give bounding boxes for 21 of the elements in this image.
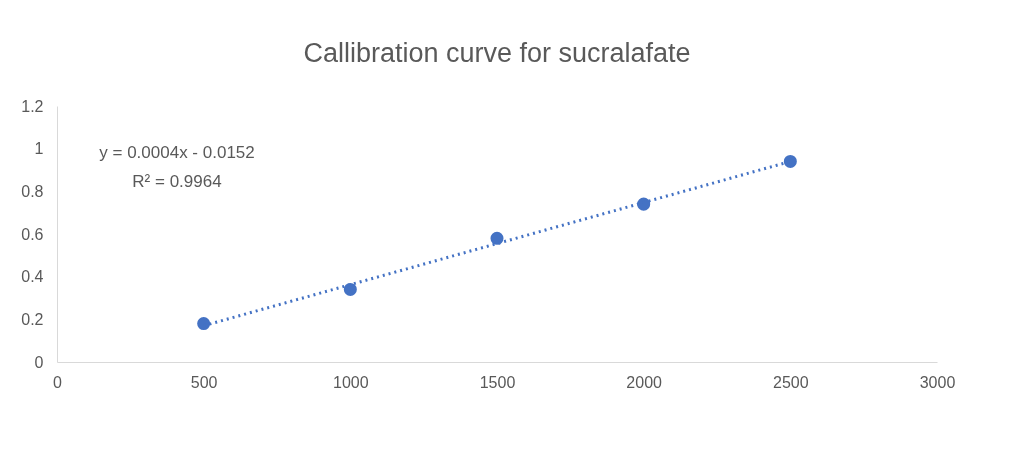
annotation: y = 0.0004x - 0.0152 <box>99 143 255 162</box>
x-tick-label: 0 <box>53 373 63 391</box>
x-tick-label: 3000 <box>919 373 956 391</box>
y-tick-label: 1.2 <box>21 97 44 115</box>
y-tick-label: 1 <box>34 140 44 158</box>
y-tick-label: 0.2 <box>21 310 44 328</box>
point <box>343 282 357 296</box>
chart-title: Callibration curve for sucralafate <box>303 38 691 68</box>
x-tick-label: 2000 <box>626 373 663 391</box>
y-tick-label: 0.4 <box>21 268 44 286</box>
x-tick-label: 2500 <box>773 373 809 391</box>
y-tick-label: 0.8 <box>21 182 44 200</box>
x-tick-label: 500 <box>190 373 218 391</box>
point <box>197 317 211 331</box>
y-tick-label: 0 <box>34 353 44 371</box>
annotation: R² = 0.9964 <box>132 172 222 191</box>
point <box>490 231 504 245</box>
y-tick-label: 0.6 <box>21 225 44 243</box>
x-tick-label: 1000 <box>333 373 369 391</box>
x-tick-label: 1500 <box>479 373 516 391</box>
point <box>783 154 797 168</box>
